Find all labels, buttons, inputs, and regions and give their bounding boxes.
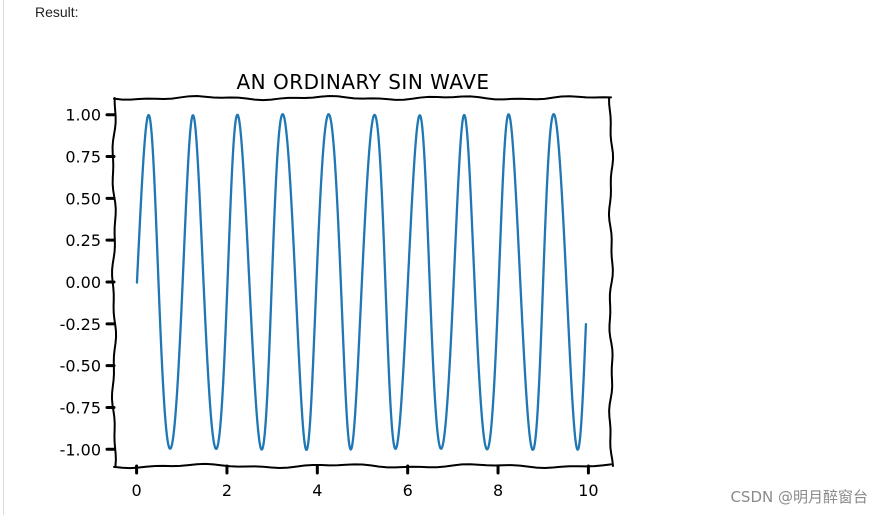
y-tick-label: 0.50	[65, 189, 101, 208]
x-axis: 0 2 4 6 8 10	[131, 464, 599, 500]
x-tick-label: 4	[312, 481, 322, 500]
left-rule	[3, 0, 4, 515]
y-axis: 1.00 0.75 0.50 0.25 0.00 -0.25 -0.50 -0.75 -1.00	[60, 106, 116, 459]
y-tick-label: 0.75	[65, 148, 101, 167]
y-tick-label: -0.75	[60, 398, 101, 417]
frame-top	[113, 94, 612, 102]
watermark: CSDN @明月醉窗台	[730, 488, 868, 506]
sine-wave-line	[135, 113, 588, 452]
y-tick-label: -1.00	[60, 440, 101, 459]
y-tick-label: 0.00	[65, 273, 101, 292]
x-tick-label: 0	[131, 481, 141, 500]
x-tick-label: 10	[578, 481, 598, 500]
result-label: Result:	[35, 4, 79, 20]
y-tick-label: -0.50	[60, 357, 101, 376]
frame-right	[607, 97, 615, 467]
x-tick-label: 6	[403, 481, 413, 500]
y-tick-label: 1.00	[65, 106, 101, 125]
x-tick-label: 2	[222, 481, 232, 500]
y-tick-label: -0.25	[60, 315, 101, 334]
y-tick-label: 0.25	[65, 231, 101, 250]
chart-title: AN ORDINARY SIN WAVE	[236, 70, 489, 94]
x-tick-label: 8	[493, 481, 503, 500]
frame-bottom	[113, 462, 612, 470]
